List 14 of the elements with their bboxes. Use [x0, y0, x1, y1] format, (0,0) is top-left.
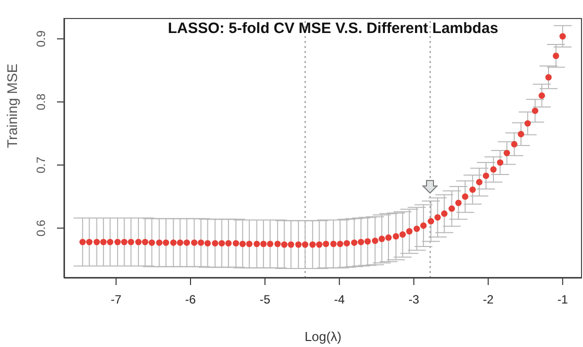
x-tick-label: -1 [557, 292, 568, 307]
y-tick-label: 0.9 [34, 30, 48, 48]
y-tick-label: 0.6 [34, 219, 48, 236]
x-tick-label: -6 [185, 292, 196, 307]
x-axis-title: Log(λ) [304, 329, 342, 344]
x-tick-label: -2 [482, 292, 494, 307]
x-tick-label: -4 [334, 292, 346, 307]
y-axis-title: Training MSE [4, 64, 20, 148]
y-tick-label: 0.8 [34, 93, 48, 110]
x-tick-label: -3 [408, 292, 420, 307]
chart-title: LASSO: 5-fold CV MSE V.S. Different Lambdas [166, 20, 500, 37]
x-tick-label: -7 [110, 292, 122, 307]
y-tick-label: 0.7 [34, 156, 48, 174]
x-tick-label: -5 [260, 292, 271, 307]
